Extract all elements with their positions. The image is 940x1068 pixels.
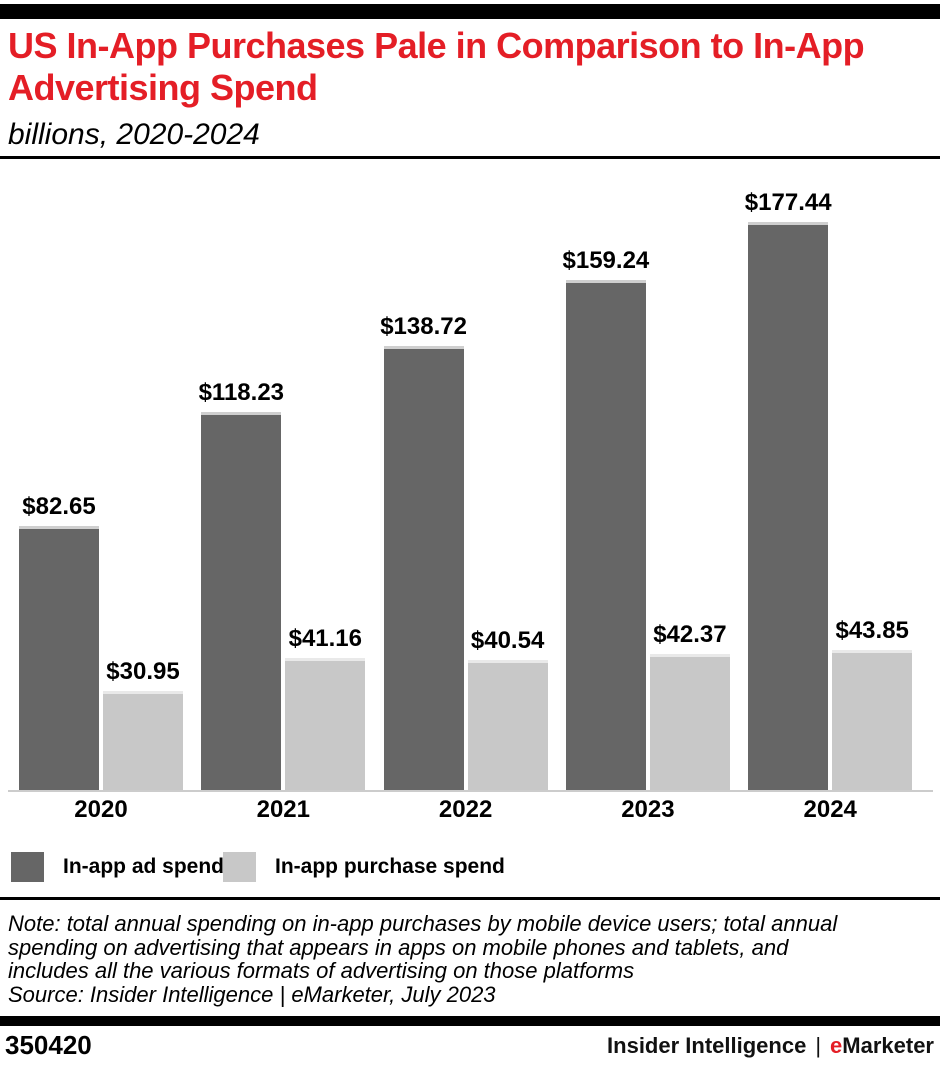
bar-value-label-ad-spend-2020: $82.65 bbox=[22, 493, 96, 520]
bar-value-label-purchase-spend-2022: $40.54 bbox=[470, 627, 545, 654]
bar-purchase-spend-2023 bbox=[649, 654, 730, 790]
chart-id: 350420 bbox=[5, 1030, 92, 1060]
chart-title-line-2: Advertising Spend bbox=[8, 67, 318, 108]
bar-ad-spend-2022 bbox=[383, 346, 464, 790]
x-axis-label-2020: 2020 bbox=[74, 796, 128, 823]
bar-value-label-ad-spend-2024: $177.44 bbox=[744, 189, 832, 216]
bar-value-label-ad-spend-2022: $138.72 bbox=[380, 313, 467, 340]
x-axis-label-2024: 2024 bbox=[803, 796, 857, 823]
bar-ad-spend-2021 bbox=[201, 412, 282, 790]
note-line-2: spending on advertising that appears in … bbox=[8, 934, 789, 960]
legend-item-purchase-spend: In-app purchase spend bbox=[223, 852, 505, 882]
bar-ad-spend-2023 bbox=[565, 280, 646, 790]
bar-ad-spend-2024 bbox=[748, 222, 829, 790]
x-axis-label-2022: 2022 bbox=[438, 796, 493, 823]
chart-subtitle: billions, 2020-2024 bbox=[8, 118, 260, 151]
legend-swatch-ad-spend bbox=[11, 852, 44, 882]
legend-item-ad-spend: In-app ad spend bbox=[11, 852, 224, 882]
note-line-3: includes all the various formats of adve… bbox=[8, 958, 635, 983]
chart-legend: In-app ad spend In-app purchase spend bbox=[0, 852, 940, 882]
brand-emarketer-rest: Marketer bbox=[842, 1033, 934, 1058]
top-border-band bbox=[0, 4, 940, 19]
source-line: Source: Insider Intelligence | eMarketer… bbox=[8, 981, 496, 1007]
legend-divider-line bbox=[0, 897, 940, 900]
brand-insider-intelligence: Insider Intelligence bbox=[607, 1033, 807, 1058]
brand-emarketer-e: e bbox=[830, 1033, 843, 1058]
legend-label-purchase-spend: In-app purchase spend bbox=[275, 855, 505, 878]
chart-title-line-1: US In-App Purchases Pale in Comparison t… bbox=[8, 25, 865, 66]
legend-label-ad-spend: In-app ad spend bbox=[63, 855, 225, 878]
chart-footer: 350420 Insider Intelligence | eMarketer bbox=[5, 1030, 934, 1061]
header-divider-line bbox=[0, 156, 940, 159]
x-axis-label-2023: 2023 bbox=[621, 796, 675, 823]
bar-value-label-purchase-spend-2023: $42.37 bbox=[653, 621, 727, 648]
bottom-border-band bbox=[0, 1016, 940, 1026]
x-axis-labels: 2020 2021 2022 2023 2024 bbox=[0, 796, 940, 828]
bar-purchase-spend-2024 bbox=[832, 650, 913, 790]
legend-swatch-purchase-spend bbox=[223, 852, 256, 882]
bar-value-label-ad-spend-2021: $118.23 bbox=[198, 379, 285, 406]
bar-ad-spend-2020 bbox=[19, 526, 99, 790]
bar-value-label-purchase-spend-2024: $43.85 bbox=[835, 617, 909, 644]
bar-value-label-purchase-spend-2020: $30.95 bbox=[106, 658, 180, 685]
bar-purchase-spend-2022 bbox=[467, 660, 548, 790]
chart-header: US In-App Purchases Pale in Comparison t… bbox=[8, 25, 932, 152]
brand-separator: | bbox=[815, 1033, 822, 1058]
note-line-1: Note: total annual spending on in-app pu… bbox=[8, 911, 838, 936]
chart-note: Note: total annual spending on in-app pu… bbox=[8, 912, 932, 1006]
brand-lockup: Insider Intelligence | eMarketer bbox=[607, 1030, 934, 1059]
bar-value-label-ad-spend-2023: $159.24 bbox=[562, 247, 650, 274]
x-axis-label-2021: 2021 bbox=[256, 796, 310, 823]
bar-value-label-purchase-spend-2021: $41.16 bbox=[288, 625, 362, 652]
bar-purchase-spend-2020 bbox=[103, 691, 183, 790]
plot-area: $82.65 $30.95 $118.23 $41.16 $138.72 $40.54 $1… bbox=[0, 180, 940, 792]
x-axis-line bbox=[8, 790, 933, 792]
chart-title: US In-App Purchases Pale in Comparison t… bbox=[8, 25, 932, 109]
bar-purchase-spend-2021 bbox=[285, 658, 366, 790]
